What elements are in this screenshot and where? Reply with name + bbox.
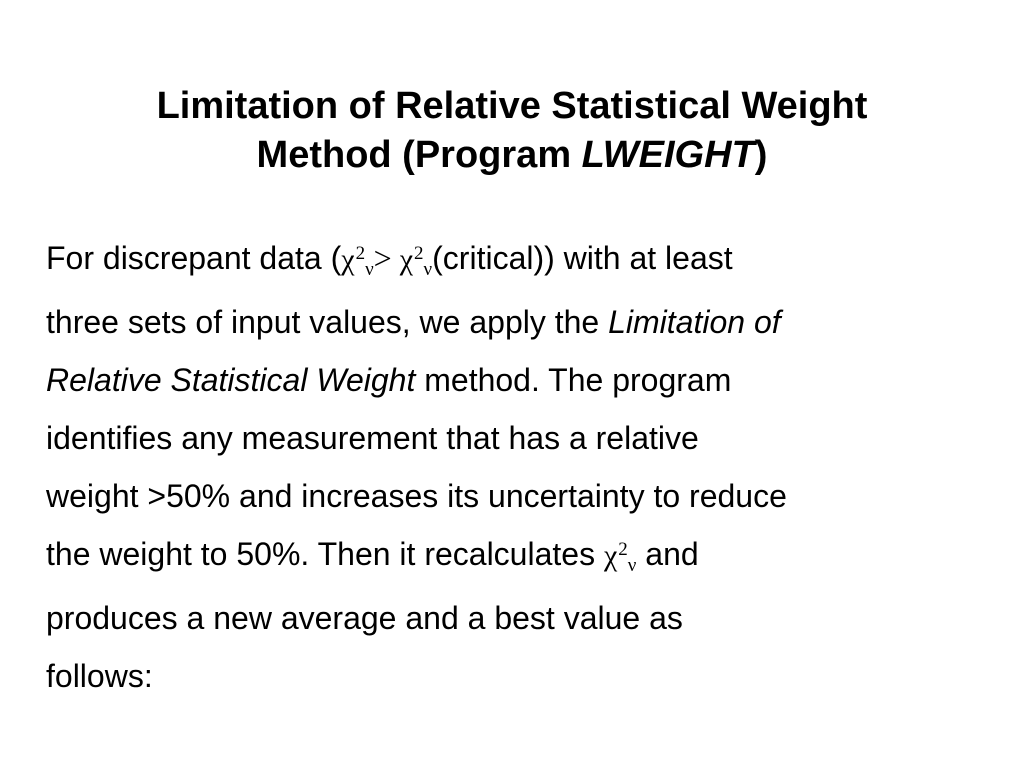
- body-text-segment: (critical)) with at least: [432, 240, 733, 276]
- body-line-3: Relative Statistical Weight method. The …: [46, 351, 996, 409]
- method-name-part-1: Limitation of: [608, 304, 781, 340]
- chi-glyph: χ: [399, 243, 414, 276]
- method-name-part-2: Relative Statistical Weight: [46, 362, 416, 398]
- title-line-2: Method (Program LWEIGHT): [40, 131, 984, 180]
- title-line-2-suffix: ): [754, 134, 768, 176]
- title-line-1: Limitation of Relative Statistical Weigh…: [156, 85, 868, 127]
- subscript-nu: ν: [365, 259, 374, 280]
- body-line-2: three sets of input values, we apply the…: [46, 293, 996, 351]
- slide-title: Limitation of Relative Statistical Weigh…: [40, 82, 984, 180]
- title-line-2-prefix: Method (Program: [256, 134, 582, 176]
- chi-squared-nu-symbol: χ2ν: [341, 243, 373, 280]
- subscript-nu: ν: [627, 555, 637, 576]
- greater-than-sign: >: [373, 240, 400, 276]
- body-text-segment: method. The program: [415, 362, 732, 398]
- chi-squared-nu-symbol: χ2ν: [399, 243, 432, 280]
- body-line-7: produces a new average and a best value …: [46, 600, 683, 636]
- body-line-1: For discrepant data (χ2ν> χ2ν(critical))…: [46, 229, 996, 293]
- body-text-segment: the weight to 50%. Then it recalculates: [46, 536, 604, 572]
- subscript-nu: ν: [423, 259, 433, 280]
- chi-glyph: χ: [603, 539, 618, 572]
- superscript-2: 2: [618, 539, 628, 560]
- body-text-segment: For discrepant data (: [46, 240, 342, 276]
- chi-squared-nu-symbol: χ2ν: [603, 539, 636, 576]
- superscript-2: 2: [414, 243, 424, 264]
- body-line-4: identifies any measurement that has a re…: [46, 420, 699, 456]
- superscript-2: 2: [355, 243, 366, 264]
- body-line-5: weight >50% and increases its uncertaint…: [46, 478, 787, 514]
- slide-body: For discrepant data (χ2ν> χ2ν(critical))…: [46, 229, 996, 705]
- body-text-segment: three sets of input values, we apply the: [46, 304, 609, 340]
- chi-glyph: χ: [341, 243, 355, 276]
- body-text-segment: and: [636, 536, 699, 572]
- body-line-6: the weight to 50%. Then it recalculates …: [46, 525, 996, 589]
- body-line-8: follows:: [46, 658, 153, 694]
- program-name: LWEIGHT: [581, 134, 755, 176]
